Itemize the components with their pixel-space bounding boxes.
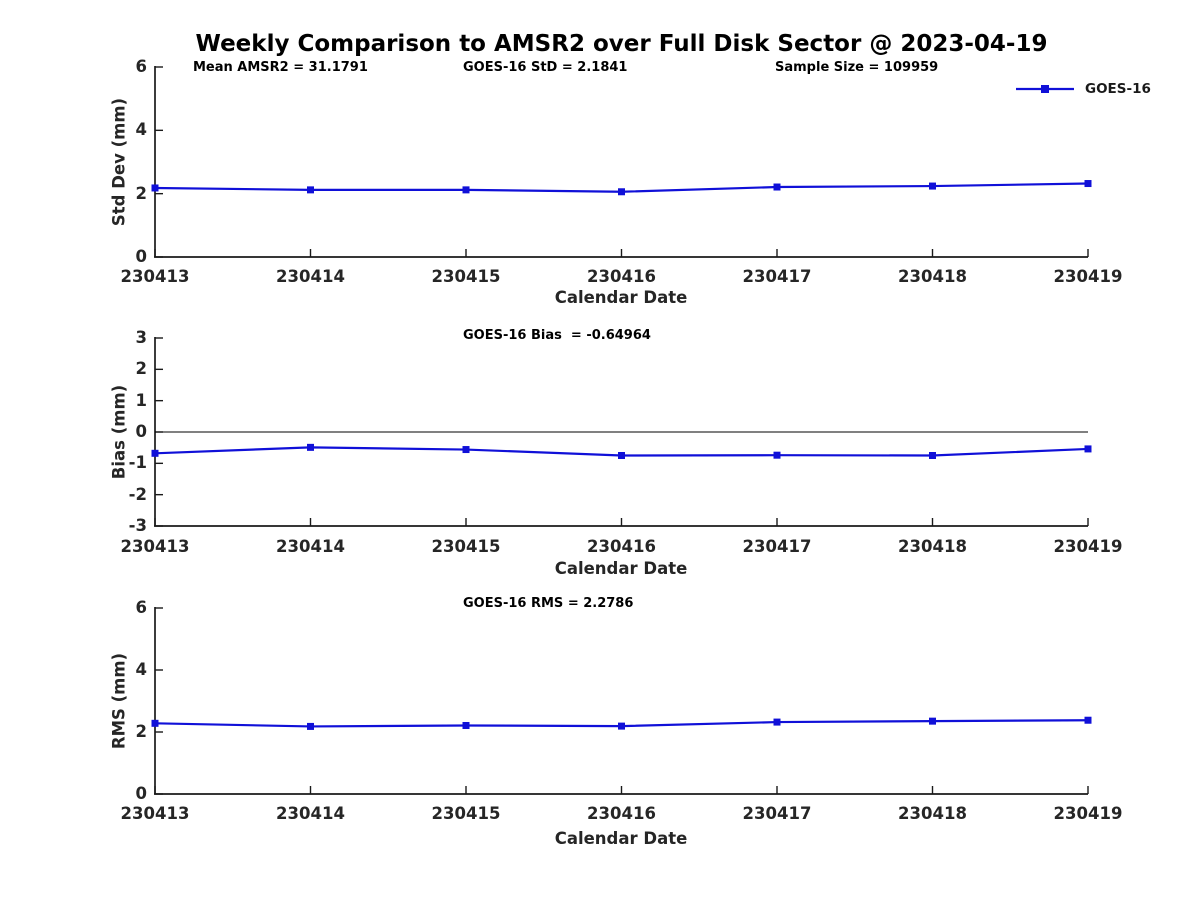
x-tick-label: 230416 (587, 537, 656, 556)
y-tick-label: 0 (135, 247, 147, 266)
data-point-marker (929, 182, 936, 190)
y-tick-label: -3 (128, 516, 147, 535)
data-point-marker (773, 183, 781, 191)
data-point-marker (307, 722, 314, 730)
x-tick-label: 230413 (120, 804, 190, 823)
data-point-marker (1084, 716, 1092, 724)
legend-line-marker-icon (1016, 85, 1074, 93)
y-tick-label: -1 (128, 453, 147, 473)
data-point-marker (618, 452, 625, 459)
annotation-goes16-std: GOES-16 StD = 2.1841 (463, 60, 628, 75)
y-tick-label: 0 (135, 784, 147, 803)
y-tick-label: -2 (128, 484, 147, 504)
x-tick-label: 230418 (898, 804, 967, 823)
x-tick-label: 230417 (742, 267, 812, 286)
x-tick-label: 230417 (742, 537, 812, 556)
x-tick-label: 230419 (1053, 537, 1123, 556)
x-tick-label: 230419 (1053, 804, 1123, 823)
annotation-mean-amsr2: Mean AMSR2 = 31.1791 (193, 60, 368, 75)
x-tick-label: 230414 (276, 804, 345, 823)
data-point-marker (929, 452, 936, 459)
x-tick-label: 230414 (276, 267, 345, 286)
x-tick-label: 230415 (431, 804, 501, 823)
data-point-marker (462, 446, 470, 454)
y-tick-label: 4 (135, 660, 147, 679)
x-tick-label: 230416 (587, 267, 656, 286)
x-tick-label: 230413 (120, 537, 190, 556)
data-point-marker (773, 451, 781, 459)
x-tick-label: 230416 (587, 804, 656, 823)
y-tick-label: 2 (135, 183, 147, 203)
annotation-goes16-rms: GOES-16 RMS = 2.2786 (463, 596, 634, 611)
data-point-marker (929, 717, 936, 725)
x-axis-label-panel2: Calendar Date (554, 559, 688, 578)
x-tick-label: 230417 (742, 804, 812, 823)
annotation-goes16-bias: GOES-16 Bias = -0.64964 (463, 328, 651, 343)
y-tick-label: 6 (135, 57, 147, 76)
data-point-marker (618, 188, 625, 196)
y-tick-label: 1 (135, 390, 147, 410)
y-tick-label: 0 (135, 422, 147, 441)
legend: GOES-16 (1014, 81, 1151, 97)
x-axis-label-panel1: Calendar Date (554, 288, 688, 307)
x-tick-label: 230418 (898, 537, 967, 556)
x-tick-label: 230418 (898, 267, 967, 286)
data-point-marker (151, 184, 159, 192)
data-point-marker (1084, 445, 1092, 453)
data-point-marker (462, 721, 470, 729)
y-tick-label: 3 (135, 328, 147, 347)
data-point-marker (151, 449, 159, 457)
y-tick-label: 4 (135, 120, 147, 140)
x-tick-label: 230413 (120, 267, 190, 286)
annotation-sample-size: Sample Size = 109959 (775, 60, 939, 75)
figure-title: Weekly Comparison to AMSR2 over Full Dis… (195, 31, 1048, 57)
data-point-marker (307, 186, 314, 194)
legend-label: GOES-16 (1085, 81, 1151, 97)
data-point-marker (462, 186, 470, 194)
x-tick-label: 230414 (276, 537, 345, 556)
y-tick-label: 2 (135, 359, 147, 379)
data-point-marker (151, 719, 159, 727)
y-tick-label: 2 (135, 722, 147, 741)
x-tick-label: 230419 (1053, 267, 1123, 286)
x-tick-label: 230415 (431, 267, 501, 286)
x-axis-label-panel3: Calendar Date (554, 829, 688, 848)
data-point-marker (773, 718, 781, 726)
data-point-marker (618, 722, 625, 730)
data-point-marker (1084, 180, 1092, 188)
y-axis-label-stddev: Std Dev (mm) (109, 97, 129, 227)
x-tick-label: 230415 (431, 537, 501, 556)
data-point-marker (307, 443, 314, 451)
y-tick-label: 6 (135, 598, 147, 617)
